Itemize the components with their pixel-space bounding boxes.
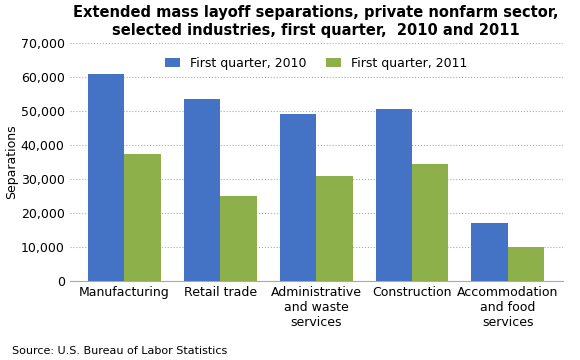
Bar <box>508 247 545 281</box>
Bar <box>412 164 448 281</box>
Text: Source: U.S. Bureau of Labor Statistics: Source: U.S. Bureau of Labor Statistics <box>12 346 227 356</box>
Bar <box>472 223 508 281</box>
Bar <box>316 176 353 281</box>
Bar <box>184 99 220 281</box>
Bar <box>220 196 256 281</box>
Bar <box>280 114 316 281</box>
Bar <box>124 153 161 281</box>
Bar <box>88 74 124 281</box>
Legend: First quarter, 2010, First quarter, 2011: First quarter, 2010, First quarter, 2011 <box>160 52 472 75</box>
Title: Extended mass layoff separations, private nonfarm sector,
selected industries, f: Extended mass layoff separations, privat… <box>73 5 559 38</box>
Y-axis label: Separations: Separations <box>5 125 18 199</box>
Bar <box>376 109 412 281</box>
